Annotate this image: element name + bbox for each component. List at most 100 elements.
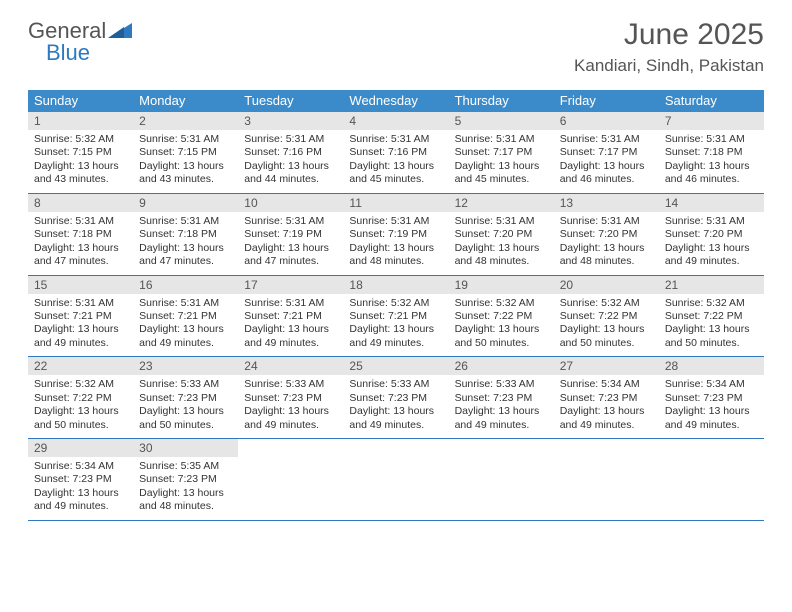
- sunrise-line: Sunrise: 5:31 AM: [34, 297, 127, 310]
- day-number: 3: [238, 112, 343, 130]
- daylight-line: Daylight: 13 hours and 47 minutes.: [139, 242, 232, 269]
- sunrise-line: Sunrise: 5:31 AM: [455, 215, 548, 228]
- day-cell: 30Sunrise: 5:35 AMSunset: 7:23 PMDayligh…: [133, 439, 238, 520]
- day-number: 14: [659, 194, 764, 212]
- day-number: 19: [449, 276, 554, 294]
- sunset-line: Sunset: 7:23 PM: [139, 392, 232, 405]
- daylight-line: Daylight: 13 hours and 47 minutes.: [34, 242, 127, 269]
- sunrise-line: Sunrise: 5:34 AM: [560, 378, 653, 391]
- day-cell: 18Sunrise: 5:32 AMSunset: 7:21 PMDayligh…: [343, 276, 448, 357]
- day-details: Sunrise: 5:35 AMSunset: 7:23 PMDaylight:…: [133, 457, 238, 520]
- sunrise-line: Sunrise: 5:33 AM: [455, 378, 548, 391]
- day-details: Sunrise: 5:32 AMSunset: 7:22 PMDaylight:…: [554, 294, 659, 357]
- sunset-line: Sunset: 7:19 PM: [244, 228, 337, 241]
- empty-day-cell: [449, 439, 554, 520]
- sunset-line: Sunset: 7:23 PM: [34, 473, 127, 486]
- day-cell: 7Sunrise: 5:31 AMSunset: 7:18 PMDaylight…: [659, 112, 764, 193]
- sunrise-line: Sunrise: 5:33 AM: [244, 378, 337, 391]
- daylight-line: Daylight: 13 hours and 49 minutes.: [244, 405, 337, 432]
- sunrise-line: Sunrise: 5:33 AM: [139, 378, 232, 391]
- day-cell: 13Sunrise: 5:31 AMSunset: 7:20 PMDayligh…: [554, 194, 659, 275]
- sunset-line: Sunset: 7:18 PM: [139, 228, 232, 241]
- day-details: Sunrise: 5:31 AMSunset: 7:20 PMDaylight:…: [449, 212, 554, 275]
- week-row: 8Sunrise: 5:31 AMSunset: 7:18 PMDaylight…: [28, 194, 764, 276]
- daylight-line: Daylight: 13 hours and 49 minutes.: [34, 323, 127, 350]
- day-details: Sunrise: 5:31 AMSunset: 7:16 PMDaylight:…: [238, 130, 343, 193]
- daylight-line: Daylight: 13 hours and 49 minutes.: [665, 405, 758, 432]
- sunrise-line: Sunrise: 5:33 AM: [349, 378, 442, 391]
- day-number: 1: [28, 112, 133, 130]
- day-details: Sunrise: 5:31 AMSunset: 7:17 PMDaylight:…: [554, 130, 659, 193]
- sunrise-line: Sunrise: 5:31 AM: [244, 215, 337, 228]
- sunset-line: Sunset: 7:21 PM: [244, 310, 337, 323]
- day-cell: 27Sunrise: 5:34 AMSunset: 7:23 PMDayligh…: [554, 357, 659, 438]
- location-text: Kandiari, Sindh, Pakistan: [574, 56, 764, 76]
- sunset-line: Sunset: 7:22 PM: [34, 392, 127, 405]
- daylight-line: Daylight: 13 hours and 49 minutes.: [560, 405, 653, 432]
- day-cell: 17Sunrise: 5:31 AMSunset: 7:21 PMDayligh…: [238, 276, 343, 357]
- day-number: 13: [554, 194, 659, 212]
- sunrise-line: Sunrise: 5:31 AM: [455, 133, 548, 146]
- empty-day-cell: [554, 439, 659, 520]
- day-number: 25: [343, 357, 448, 375]
- page-header: General June 2025 Kandiari, Sindh, Pakis…: [0, 0, 792, 84]
- sunset-line: Sunset: 7:20 PM: [560, 228, 653, 241]
- day-cell: 22Sunrise: 5:32 AMSunset: 7:22 PMDayligh…: [28, 357, 133, 438]
- daylight-line: Daylight: 13 hours and 49 minutes.: [349, 405, 442, 432]
- logo-text-blue: Blue: [46, 40, 90, 66]
- sunrise-line: Sunrise: 5:32 AM: [349, 297, 442, 310]
- sunset-line: Sunset: 7:23 PM: [244, 392, 337, 405]
- day-number: 22: [28, 357, 133, 375]
- sunset-line: Sunset: 7:21 PM: [139, 310, 232, 323]
- day-number: 5: [449, 112, 554, 130]
- day-details: Sunrise: 5:31 AMSunset: 7:21 PMDaylight:…: [28, 294, 133, 357]
- day-cell: 6Sunrise: 5:31 AMSunset: 7:17 PMDaylight…: [554, 112, 659, 193]
- sunset-line: Sunset: 7:22 PM: [665, 310, 758, 323]
- daylight-line: Daylight: 13 hours and 46 minutes.: [665, 160, 758, 187]
- day-cell: 9Sunrise: 5:31 AMSunset: 7:18 PMDaylight…: [133, 194, 238, 275]
- day-number: 24: [238, 357, 343, 375]
- daylight-line: Daylight: 13 hours and 45 minutes.: [455, 160, 548, 187]
- day-details: Sunrise: 5:34 AMSunset: 7:23 PMDaylight:…: [554, 375, 659, 438]
- sunrise-line: Sunrise: 5:32 AM: [34, 378, 127, 391]
- day-cell: 26Sunrise: 5:33 AMSunset: 7:23 PMDayligh…: [449, 357, 554, 438]
- day-cell: 1Sunrise: 5:32 AMSunset: 7:15 PMDaylight…: [28, 112, 133, 193]
- day-details: Sunrise: 5:31 AMSunset: 7:19 PMDaylight:…: [238, 212, 343, 275]
- daylight-line: Daylight: 13 hours and 49 minutes.: [244, 323, 337, 350]
- title-block: June 2025 Kandiari, Sindh, Pakistan: [574, 18, 764, 76]
- sunrise-line: Sunrise: 5:35 AM: [139, 460, 232, 473]
- sunrise-line: Sunrise: 5:31 AM: [139, 133, 232, 146]
- day-details: Sunrise: 5:32 AMSunset: 7:21 PMDaylight:…: [343, 294, 448, 357]
- sunrise-line: Sunrise: 5:31 AM: [560, 215, 653, 228]
- day-number: 8: [28, 194, 133, 212]
- sunset-line: Sunset: 7:16 PM: [244, 146, 337, 159]
- day-details: Sunrise: 5:34 AMSunset: 7:23 PMDaylight:…: [659, 375, 764, 438]
- day-cell: 14Sunrise: 5:31 AMSunset: 7:20 PMDayligh…: [659, 194, 764, 275]
- day-details: Sunrise: 5:31 AMSunset: 7:18 PMDaylight:…: [659, 130, 764, 193]
- day-cell: 23Sunrise: 5:33 AMSunset: 7:23 PMDayligh…: [133, 357, 238, 438]
- sunset-line: Sunset: 7:22 PM: [560, 310, 653, 323]
- day-number: 7: [659, 112, 764, 130]
- day-details: Sunrise: 5:33 AMSunset: 7:23 PMDaylight:…: [343, 375, 448, 438]
- weekday-header-cell: Wednesday: [343, 90, 448, 112]
- sunset-line: Sunset: 7:18 PM: [34, 228, 127, 241]
- day-details: Sunrise: 5:34 AMSunset: 7:23 PMDaylight:…: [28, 457, 133, 520]
- day-number: 28: [659, 357, 764, 375]
- day-details: Sunrise: 5:32 AMSunset: 7:22 PMDaylight:…: [28, 375, 133, 438]
- daylight-line: Daylight: 13 hours and 50 minutes.: [455, 323, 548, 350]
- daylight-line: Daylight: 13 hours and 43 minutes.: [139, 160, 232, 187]
- sunrise-line: Sunrise: 5:31 AM: [665, 133, 758, 146]
- day-cell: 3Sunrise: 5:31 AMSunset: 7:16 PMDaylight…: [238, 112, 343, 193]
- day-cell: 25Sunrise: 5:33 AMSunset: 7:23 PMDayligh…: [343, 357, 448, 438]
- day-details: Sunrise: 5:31 AMSunset: 7:15 PMDaylight:…: [133, 130, 238, 193]
- sunset-line: Sunset: 7:19 PM: [349, 228, 442, 241]
- day-cell: 28Sunrise: 5:34 AMSunset: 7:23 PMDayligh…: [659, 357, 764, 438]
- daylight-line: Daylight: 13 hours and 47 minutes.: [244, 242, 337, 269]
- sunrise-line: Sunrise: 5:32 AM: [560, 297, 653, 310]
- day-details: Sunrise: 5:33 AMSunset: 7:23 PMDaylight:…: [238, 375, 343, 438]
- day-number: 2: [133, 112, 238, 130]
- day-number: 4: [343, 112, 448, 130]
- day-cell: 19Sunrise: 5:32 AMSunset: 7:22 PMDayligh…: [449, 276, 554, 357]
- sunset-line: Sunset: 7:17 PM: [455, 146, 548, 159]
- weekday-header-cell: Friday: [554, 90, 659, 112]
